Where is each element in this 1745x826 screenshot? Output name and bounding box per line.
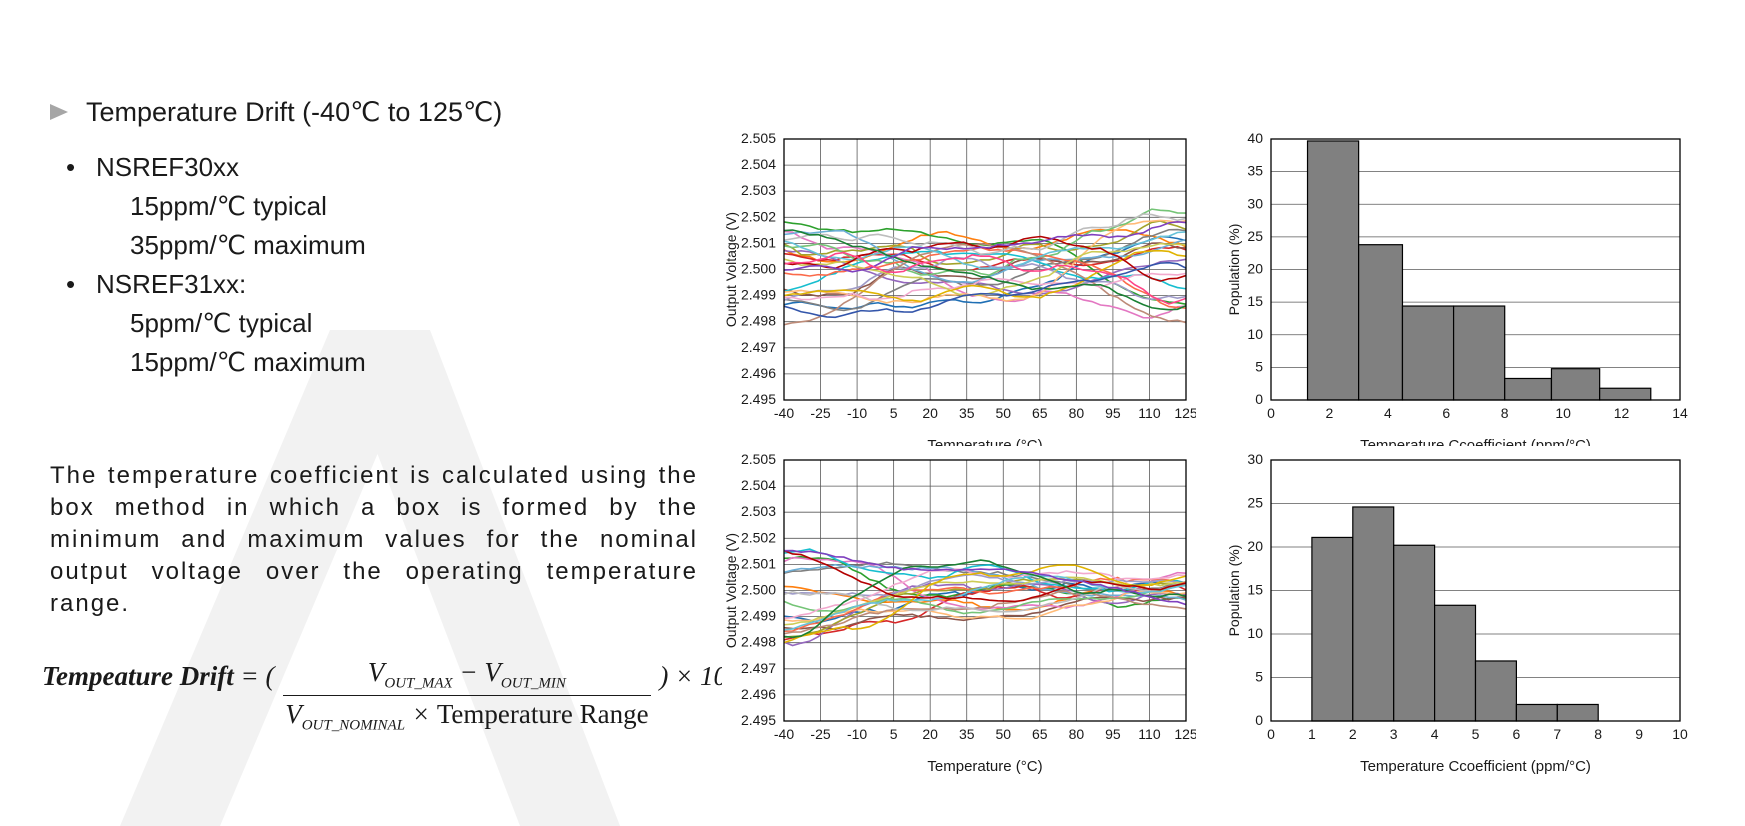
svg-text:50: 50 [995, 726, 1011, 742]
svg-text:10: 10 [1247, 625, 1263, 641]
svg-text:2.502: 2.502 [741, 529, 776, 545]
svg-text:5: 5 [1472, 726, 1480, 742]
svg-text:Temperature Ccoefficient (ppm/: Temperature Ccoefficient (ppm/°C) [1360, 758, 1591, 775]
svg-text:50: 50 [995, 405, 1011, 421]
svg-text:Output Voltage (V): Output Voltage (V) [723, 212, 739, 327]
svg-text:10: 10 [1672, 726, 1688, 742]
svg-text:4: 4 [1431, 726, 1439, 742]
svg-text:2.498: 2.498 [741, 634, 776, 650]
svg-text:65: 65 [1032, 405, 1048, 421]
svg-text:125: 125 [1174, 726, 1196, 742]
svg-text:5: 5 [890, 405, 898, 421]
svg-text:15: 15 [1247, 582, 1263, 598]
svg-text:2.499: 2.499 [741, 608, 776, 624]
svg-text:-10: -10 [847, 726, 867, 742]
svg-text:95: 95 [1105, 405, 1121, 421]
svg-text:14: 14 [1672, 405, 1688, 421]
svg-text:-40: -40 [774, 405, 794, 421]
svg-text:12: 12 [1614, 405, 1630, 421]
svg-text:-10: -10 [847, 405, 867, 421]
svg-text:Population (%): Population (%) [1226, 545, 1242, 637]
svg-text:25: 25 [1247, 495, 1263, 511]
svg-text:20: 20 [1247, 261, 1263, 277]
svg-text:-25: -25 [810, 726, 830, 742]
svg-text:2.505: 2.505 [741, 130, 776, 146]
svg-text:30: 30 [1247, 451, 1263, 467]
svg-text:2.500: 2.500 [741, 261, 776, 277]
svg-text:2.495: 2.495 [741, 391, 776, 407]
svg-text:20: 20 [1247, 538, 1263, 554]
svg-text:110: 110 [1138, 726, 1161, 742]
svg-text:2: 2 [1326, 405, 1334, 421]
svg-text:2.499: 2.499 [741, 287, 776, 303]
svg-text:-25: -25 [810, 405, 830, 421]
svg-text:2.501: 2.501 [741, 555, 776, 571]
svg-text:2.505: 2.505 [741, 451, 776, 467]
svg-text:5: 5 [890, 726, 898, 742]
svg-text:2.502: 2.502 [741, 208, 776, 224]
svg-text:3: 3 [1390, 726, 1398, 742]
svg-text:2.504: 2.504 [741, 477, 776, 493]
svg-text:35: 35 [959, 726, 975, 742]
svg-text:2.503: 2.503 [741, 503, 776, 519]
svg-text:35: 35 [959, 405, 975, 421]
svg-text:30: 30 [1247, 195, 1263, 211]
svg-text:10: 10 [1555, 405, 1571, 421]
svg-text:125: 125 [1174, 405, 1196, 421]
svg-text:Output Voltage (V): Output Voltage (V) [723, 533, 739, 648]
svg-text:20: 20 [922, 726, 938, 742]
svg-text:4: 4 [1384, 405, 1392, 421]
svg-text:25: 25 [1247, 228, 1263, 244]
svg-text:80: 80 [1069, 726, 1085, 742]
svg-text:2.500: 2.500 [741, 582, 776, 598]
svg-text:40: 40 [1247, 130, 1263, 146]
svg-text:2.503: 2.503 [741, 182, 776, 198]
svg-text:Temperature (°C): Temperature (°C) [927, 758, 1042, 775]
svg-text:2.501: 2.501 [741, 234, 776, 250]
svg-text:95: 95 [1105, 726, 1121, 742]
svg-text:0: 0 [1267, 405, 1275, 421]
svg-text:0: 0 [1255, 712, 1263, 728]
svg-text:2.498: 2.498 [741, 313, 776, 329]
svg-text:2.495: 2.495 [741, 712, 776, 728]
svg-text:10: 10 [1247, 326, 1263, 342]
svg-text:1: 1 [1308, 726, 1316, 742]
svg-text:8: 8 [1594, 726, 1602, 742]
svg-text:0: 0 [1255, 391, 1263, 407]
svg-text:9: 9 [1635, 726, 1643, 742]
svg-text:0: 0 [1267, 726, 1275, 742]
svg-text:7: 7 [1553, 726, 1561, 742]
svg-text:35: 35 [1247, 163, 1263, 179]
svg-text:Population (%): Population (%) [1226, 224, 1242, 316]
svg-text:2.497: 2.497 [741, 660, 776, 676]
svg-text:5: 5 [1255, 669, 1263, 685]
svg-text:8: 8 [1501, 405, 1509, 421]
svg-text:2: 2 [1349, 726, 1357, 742]
svg-text:2.496: 2.496 [741, 686, 776, 702]
svg-text:-40: -40 [774, 726, 794, 742]
svg-text:15: 15 [1247, 293, 1263, 309]
svg-text:2.497: 2.497 [741, 339, 776, 355]
svg-text:2.504: 2.504 [741, 156, 776, 172]
svg-text:20: 20 [922, 405, 938, 421]
svg-text:2.496: 2.496 [741, 365, 776, 381]
svg-text:110: 110 [1138, 405, 1161, 421]
svg-text:6: 6 [1513, 726, 1521, 742]
svg-text:65: 65 [1032, 726, 1048, 742]
svg-text:80: 80 [1069, 405, 1085, 421]
svg-text:6: 6 [1442, 405, 1450, 421]
svg-text:5: 5 [1255, 358, 1263, 374]
